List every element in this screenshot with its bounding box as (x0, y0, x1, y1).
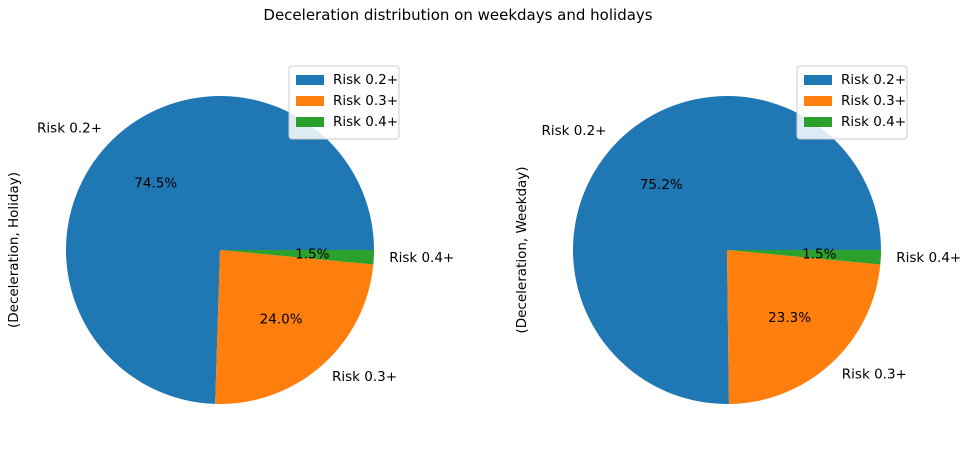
legend-entry-risk-02-holiday: Risk 0.2+ (333, 72, 398, 88)
slice-label-risk-03-weekday: Risk 0.3+ (842, 367, 907, 383)
y-axis-label-holiday: (Deceleration, Holiday) (6, 172, 22, 328)
legend-entry-risk-03-holiday: Risk 0.3+ (333, 93, 398, 109)
slice-label-risk-02-weekday: Risk 0.2+ (541, 123, 606, 139)
legend-swatch-risk-04-holiday (296, 117, 324, 127)
slice-percent-risk-04-holiday: 1.5% (295, 246, 329, 262)
legend-weekday: Risk 0.2+ Risk 0.3+ Risk 0.4+ (796, 65, 908, 140)
y-axis-label-weekday: (Deceleration, Weekday) (514, 166, 530, 333)
legend-entry-risk-02-weekday: Risk 0.2+ (841, 72, 906, 88)
slice-percent-risk-02-holiday: 74.5% (134, 176, 177, 192)
legend-entry-risk-04-weekday: Risk 0.4+ (841, 114, 906, 130)
slice-percent-risk-02-weekday: 75.2% (640, 177, 683, 193)
slice-percent-risk-03-holiday: 24.0% (260, 311, 303, 327)
legend-swatch-risk-02-weekday (804, 75, 832, 85)
legend-entry-risk-04-holiday: Risk 0.4+ (333, 114, 398, 130)
legend-swatch-risk-04-weekday (804, 117, 832, 127)
legend-swatch-risk-02-holiday (296, 75, 324, 85)
pie-slice-risk-02-weekday (573, 96, 881, 405)
pie-slice-risk-02-holiday (66, 95, 375, 404)
pie-slices-weekday (573, 96, 881, 405)
slice-label-risk-04-holiday: Risk 0.4+ (389, 250, 454, 266)
slice-label-risk-02-holiday: Risk 0.2+ (37, 120, 102, 136)
legend-swatch-risk-03-weekday (804, 96, 832, 106)
pie-slice-risk-03-weekday (727, 250, 881, 404)
pie-labels-weekday: Risk 0.2+ 75.2% Risk 0.3+ 23.3% Risk 0.4+ 1.5… (541, 123, 961, 383)
pie-labels-holiday: Risk 0.2+ 74.5% Risk 0.3+ 24.0% Risk 0.4+ 1.5… (37, 120, 454, 385)
pie-chart-weekday: (Deceleration, Weekday) Risk 0.2+75.2%Ri… (514, 65, 961, 405)
pie-chart-holiday: (Deceleration, Holiday) Risk 0.2+74.5%Ri… (6, 65, 454, 404)
legend-swatch-risk-03-holiday (296, 96, 324, 106)
slice-percent-risk-03-weekday: 23.3% (768, 310, 811, 326)
pie-slices-holiday (66, 95, 375, 404)
chart-title: Deceleration distribution on weekdays an… (263, 6, 652, 24)
slice-percent-risk-04-weekday: 1.5% (802, 246, 836, 262)
legend-entry-risk-03-weekday: Risk 0.3+ (841, 93, 906, 109)
legend-holiday: Risk 0.2+ Risk 0.3+ Risk 0.4+ (288, 65, 400, 140)
pie-slice-risk-04-weekday (727, 250, 881, 265)
slice-label-risk-04-weekday: Risk 0.4+ (896, 250, 961, 266)
slice-label-risk-03-holiday: Risk 0.3+ (332, 369, 397, 385)
pie-slice-risk-04-holiday (220, 250, 374, 265)
pie-slice-risk-03-holiday (215, 250, 374, 404)
